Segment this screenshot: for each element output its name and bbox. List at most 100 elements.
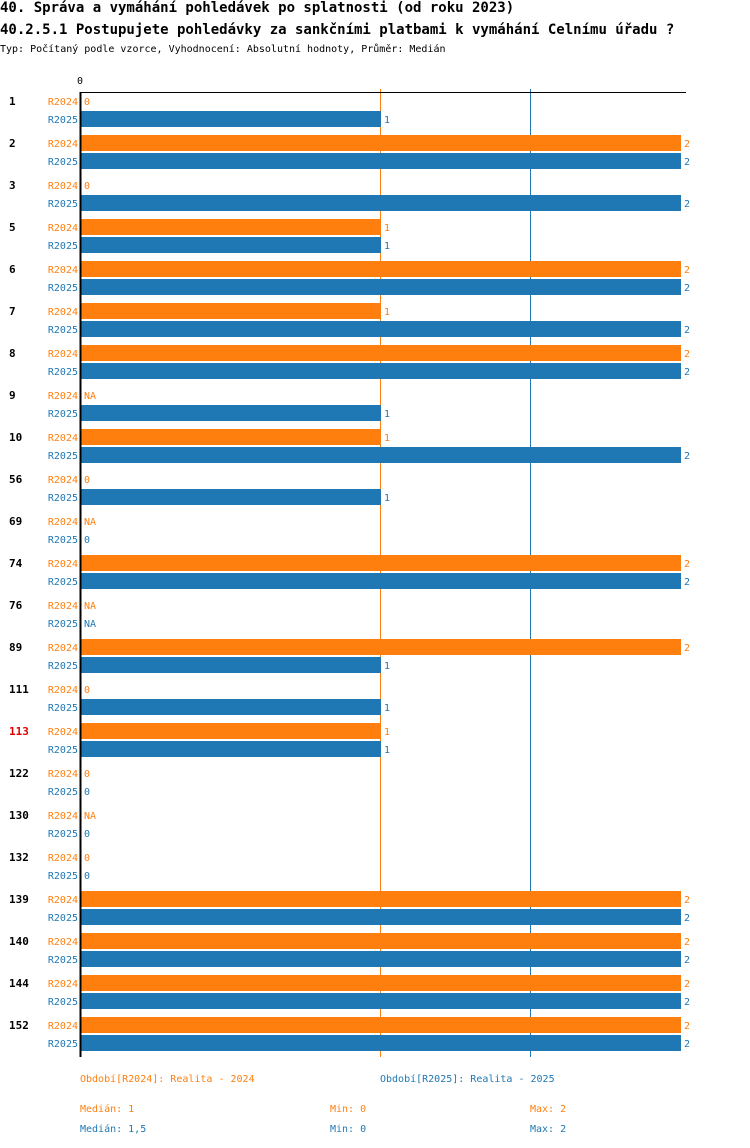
value-label-r2024: 1 [384,223,390,234]
category-label: 152 [9,1019,29,1032]
bar-r2025 [81,321,681,337]
series-label-r2025: R2025 [48,535,78,546]
series-label-r2025: R2025 [48,703,78,714]
series-label-r2025: R2025 [48,829,78,840]
series-label-r2024: R2024 [48,979,78,990]
value-label-r2024: 1 [384,307,390,318]
series-label-r2025: R2025 [48,241,78,252]
value-label-r2024: 0 [84,685,90,696]
stat-r2024-median: Medián: 1 [80,1104,135,1115]
bar-r2025 [81,909,681,925]
bar-r2025 [81,657,381,673]
category-label: 111 [9,683,29,696]
value-label-r2024: 2 [684,559,690,570]
series-label-r2025: R2025 [48,913,78,924]
bar-r2024 [81,303,381,319]
series-label-r2024: R2024 [48,139,78,150]
value-label-r2024: 2 [684,937,690,948]
series-label-r2025: R2025 [48,745,78,756]
value-label-r2024: 2 [684,979,690,990]
value-label-r2024: 1 [384,433,390,444]
bar-r2024 [81,261,681,277]
series-label-r2024: R2024 [48,643,78,654]
value-label-r2025: 0 [84,871,90,882]
bar-r2025 [81,1035,681,1051]
value-label-r2025: 1 [384,745,390,756]
series-label-r2024: R2024 [48,1021,78,1032]
bar-r2024 [81,1017,681,1033]
bar-r2024 [81,429,381,445]
chart-subtitle: Typ: Počítaný podle vzorce, Vyhodnocení:… [0,44,446,55]
series-label-r2025: R2025 [48,409,78,420]
bar-r2025 [81,153,681,169]
value-label-r2024: 2 [684,265,690,276]
bar-r2024 [81,219,381,235]
series-label-r2025: R2025 [48,367,78,378]
series-label-r2025: R2025 [48,871,78,882]
question-title: 40.2.5.1 Postupujete pohledávky za sankč… [0,22,675,38]
series-label-r2024: R2024 [48,685,78,696]
page-title: 40. Správa a vymáhání pohledávek po spla… [0,0,515,16]
series-label-r2025: R2025 [48,997,78,1008]
series-label-r2024: R2024 [48,601,78,612]
category-label: 144 [9,977,29,990]
bar-r2025 [81,573,681,589]
series-label-r2025: R2025 [48,577,78,588]
bar-r2025 [81,951,681,967]
value-label-r2025: 1 [384,493,390,504]
value-label-r2024: NA [84,601,96,612]
stat-r2024-min: Min: 0 [330,1104,367,1115]
series-label-r2024: R2024 [48,475,78,486]
category-label: 113 [9,725,29,738]
bar-r2025 [81,447,681,463]
category-label: 7 [9,305,16,318]
value-label-r2024: 0 [84,181,90,192]
value-label-r2025: 1 [384,703,390,714]
value-label-r2025: 0 [84,787,90,798]
category-label: 2 [9,137,16,150]
value-label-r2024: 2 [684,643,690,654]
value-label-r2025: 0 [84,535,90,546]
value-label-r2024: 2 [684,139,690,150]
category-label: 89 [9,641,22,654]
bar-r2024 [81,135,681,151]
value-label-r2025: 2 [684,367,690,378]
series-label-r2025: R2025 [48,451,78,462]
value-label-r2024: 1 [384,727,390,738]
bar-r2025 [81,237,381,253]
series-label-r2024: R2024 [48,517,78,528]
value-label-r2025: 2 [684,199,690,210]
value-label-r2024: NA [84,811,96,822]
stat-r2025-min: Min: 0 [330,1124,367,1135]
series-label-r2024: R2024 [48,769,78,780]
series-label-r2025: R2025 [48,619,78,630]
stat-r2025-max: Max: 2 [530,1124,567,1135]
series-label-r2024: R2024 [48,307,78,318]
bar-r2024 [81,345,681,361]
value-label-r2025: 2 [684,913,690,924]
series-label-r2024: R2024 [48,559,78,570]
bar-chart: 0 1 R2024 0 R2025 1 2 R2024 2 R2025 2 3 R2024 0 R2025 2… [9,76,690,1057]
series-label-r2024: R2024 [48,895,78,906]
bar-r2024 [81,555,681,571]
series-label-r2024: R2024 [48,349,78,360]
value-label-r2025: 2 [684,955,690,966]
series-label-r2024: R2024 [48,97,78,108]
series-label-r2025: R2025 [48,325,78,336]
bar-r2025 [81,489,381,505]
value-label-r2025: 0 [84,829,90,840]
series-label-r2025: R2025 [48,199,78,210]
category-label: 132 [9,851,29,864]
value-label-r2025: 1 [384,241,390,252]
series-label-r2024: R2024 [48,727,78,738]
category-label: 69 [9,515,22,528]
series-label-r2025: R2025 [48,283,78,294]
value-label-r2025: 2 [684,451,690,462]
bar-r2025 [81,363,681,379]
series-label-r2025: R2025 [48,1039,78,1050]
bar-r2024 [81,891,681,907]
bar-r2025 [81,993,681,1009]
value-label-r2024: 2 [684,1021,690,1032]
value-label-r2025: 2 [684,1039,690,1050]
series-label-r2024: R2024 [48,391,78,402]
